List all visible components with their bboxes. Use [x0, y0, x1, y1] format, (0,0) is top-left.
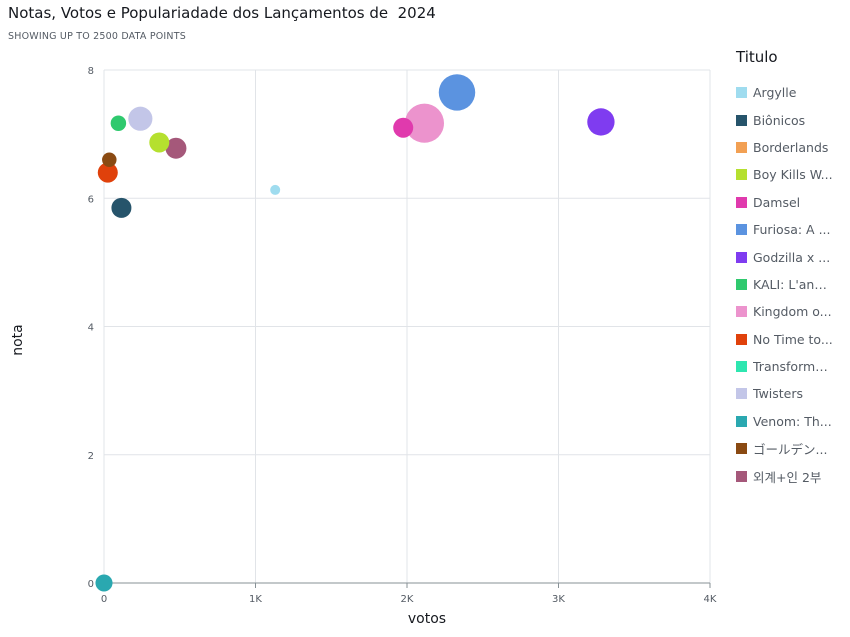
- y-tick-label: 6: [88, 194, 94, 205]
- legend-swatch: [736, 361, 747, 373]
- legend-swatch: [736, 415, 747, 427]
- chart-subtitle: SHOWING UP TO 2500 DATA POINTS: [8, 31, 186, 42]
- legend-swatch: [736, 224, 747, 236]
- data-point[interactable]: [393, 117, 414, 138]
- legend-label: Transforme...: [753, 359, 833, 375]
- x-tick-label: 0: [101, 594, 107, 605]
- legend-item[interactable]: Transforme...: [736, 353, 848, 380]
- legend-swatch: [736, 196, 747, 208]
- legend-swatch: [736, 141, 747, 153]
- y-tick-label: 0: [88, 579, 94, 590]
- legend-label: 외계+인 2부: [753, 469, 822, 485]
- data-point[interactable]: [165, 137, 187, 159]
- legend-label: KALI: L'ang...: [753, 276, 833, 292]
- legend-label: Argylle: [753, 85, 797, 101]
- data-point[interactable]: [97, 162, 118, 183]
- legend-swatch: [736, 470, 747, 482]
- legend-label: Borderlands: [753, 139, 829, 155]
- x-tick-label: 3K: [552, 594, 565, 605]
- legend-swatch: [736, 87, 747, 99]
- legend-swatch: [736, 306, 747, 318]
- data-point[interactable]: [95, 574, 113, 592]
- legend-item[interactable]: Furiosa: A ...: [736, 216, 848, 243]
- legend-item[interactable]: Argylle: [736, 79, 848, 106]
- legend-item[interactable]: Twisters: [736, 380, 848, 407]
- legend-label: Biônicos: [753, 112, 806, 128]
- legend-label: Damsel: [753, 194, 801, 210]
- data-point[interactable]: [111, 197, 132, 218]
- legend-item[interactable]: Kingdom o...: [736, 298, 848, 325]
- data-point[interactable]: [270, 184, 281, 195]
- legend-label: No Time to...: [753, 331, 833, 347]
- legend-swatch: [736, 443, 747, 455]
- y-tick-label: 8: [88, 66, 94, 77]
- legend-item[interactable]: Biônicos: [736, 106, 848, 133]
- data-point[interactable]: [128, 106, 153, 131]
- y-axis-title: nota: [10, 324, 26, 356]
- legend-label: Godzilla x ...: [753, 249, 831, 265]
- x-tick-label: 1K: [249, 594, 262, 605]
- data-point[interactable]: [438, 74, 476, 111]
- legend-item[interactable]: Boy Kills W...: [736, 161, 848, 188]
- legend-item[interactable]: No Time to...: [736, 326, 848, 353]
- x-tick-label: 2K: [401, 594, 414, 605]
- legend-item[interactable]: Venom: Th...: [736, 408, 848, 435]
- legend-swatch: [736, 251, 747, 263]
- data-point[interactable]: [587, 108, 615, 136]
- scatter-plot[interactable]: 0 2 4 6 8 0 1K 2K 3K 4K votos nota: [0, 0, 730, 637]
- legend-item[interactable]: Borderlands: [736, 134, 848, 161]
- legend-title: Titulo: [736, 48, 778, 66]
- y-tick-label: 4: [88, 323, 94, 334]
- data-point[interactable]: [110, 115, 127, 131]
- legend-item[interactable]: Godzilla x ...: [736, 243, 848, 270]
- data-point[interactable]: [404, 103, 444, 143]
- legend-item[interactable]: Damsel: [736, 189, 848, 216]
- legend-swatch: [736, 278, 747, 290]
- legend-label: Venom: Th...: [753, 413, 832, 429]
- data-point[interactable]: [149, 132, 170, 153]
- legend-swatch: [736, 169, 747, 181]
- legend-label: Boy Kills W...: [753, 167, 833, 183]
- legend-label: Twisters: [753, 386, 804, 402]
- legend-item[interactable]: KALI: L'ang...: [736, 271, 848, 298]
- legend-swatch: [736, 388, 747, 400]
- legend-label: Kingdom o...: [753, 304, 832, 320]
- legend-items: Argylle Biônicos Borderlands Boy Kills W...…: [736, 79, 848, 490]
- legend-item[interactable]: 외계+인 2부: [736, 462, 848, 489]
- chart-title: Notas, Votos e Populariadade dos Lançame…: [8, 4, 436, 22]
- legend-item[interactable]: ゴールデン...: [736, 435, 848, 462]
- legend-label: ゴールデン...: [753, 442, 828, 458]
- legend: Titulo Argylle Biônicos Borderlands Boy Kil…: [736, 48, 848, 490]
- legend-swatch: [736, 114, 747, 126]
- x-axis-title: votos: [408, 611, 446, 627]
- x-tick-label: 4K: [704, 594, 717, 605]
- legend-label: Furiosa: A ...: [753, 222, 831, 238]
- data-point[interactable]: [102, 152, 117, 168]
- y-tick-label: 2: [88, 451, 94, 462]
- legend-swatch: [736, 333, 747, 345]
